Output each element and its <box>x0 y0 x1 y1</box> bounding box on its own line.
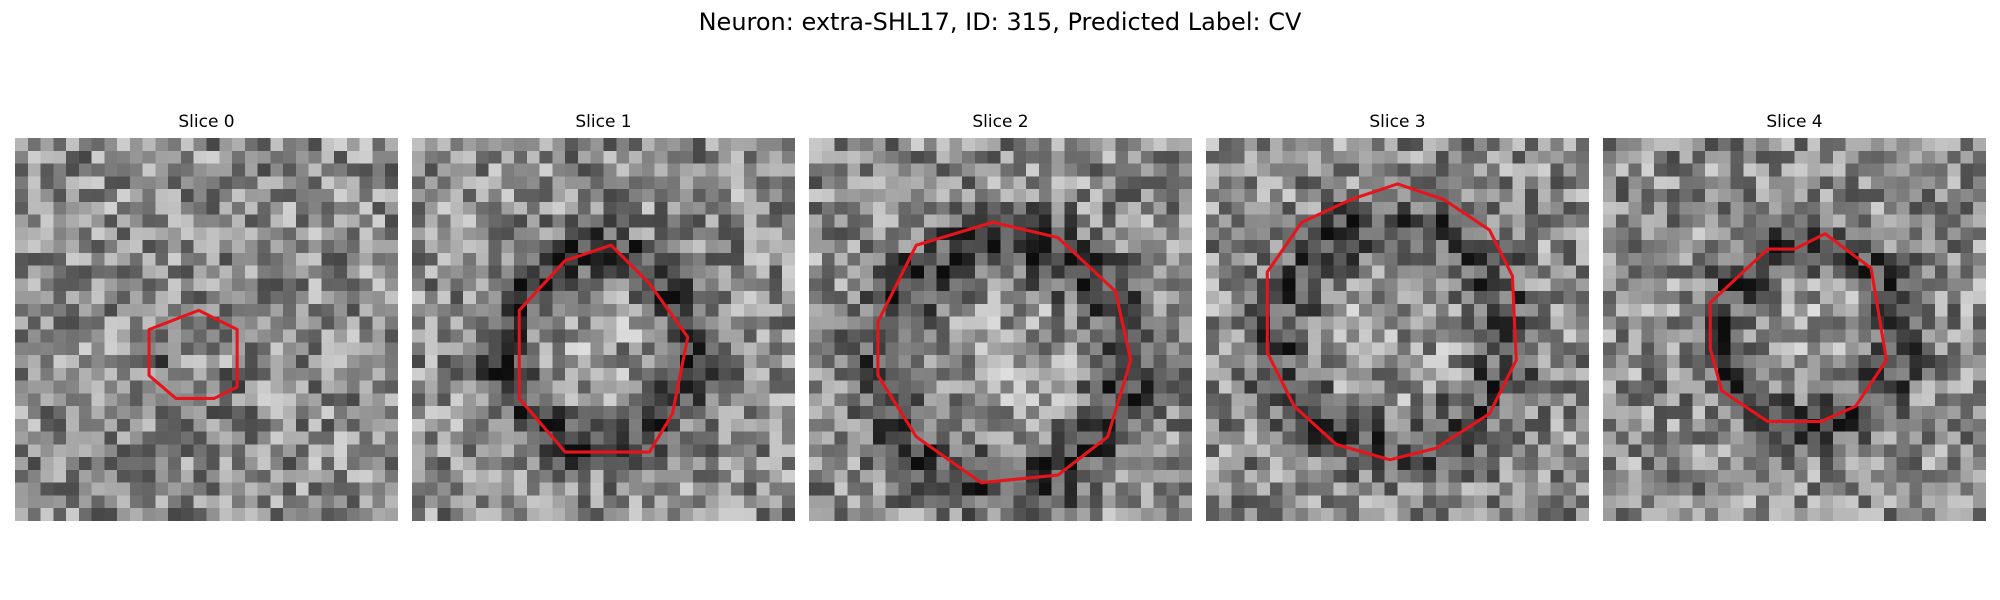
slice-panel-2: Slice 2 <box>809 110 1192 521</box>
slice-pixels-2 <box>809 138 1192 521</box>
neuron-contour-3 <box>1265 182 1518 462</box>
slice-image-3 <box>1206 138 1589 521</box>
contour-overlay-0 <box>147 308 239 400</box>
figure-title: Neuron: extra-SHL17, ID: 315, Predicted … <box>698 8 1302 36</box>
slice-panel-3: Slice 3 <box>1206 110 1589 521</box>
slice-title-0: Slice 0 <box>178 112 235 132</box>
contour-overlay-3 <box>1265 182 1518 462</box>
neuron-contour-2 <box>876 220 1133 485</box>
contour-overlay-1 <box>517 243 690 454</box>
slice-pixels-0 <box>15 138 398 521</box>
slice-title-3: Slice 3 <box>1369 112 1426 132</box>
slice-panel-0: Slice 0 <box>15 110 398 521</box>
slice-panel-4: Slice 4 <box>1603 110 1986 521</box>
neuron-contour-0 <box>147 308 239 400</box>
slice-title-1: Slice 1 <box>575 112 632 132</box>
contour-overlay-4 <box>1708 232 1888 423</box>
slice-image-2 <box>809 138 1192 521</box>
slice-pixels-1 <box>412 138 795 521</box>
slice-panel-1: Slice 1 <box>412 110 795 521</box>
slice-pixels-4 <box>1603 138 1986 521</box>
contour-overlay-2 <box>876 220 1133 485</box>
neuron-contour-4 <box>1708 232 1888 423</box>
slice-image-0 <box>15 138 398 521</box>
slice-title-4: Slice 4 <box>1766 112 1823 132</box>
slice-image-1 <box>412 138 795 521</box>
slice-title-2: Slice 2 <box>972 112 1029 132</box>
slice-image-4 <box>1603 138 1986 521</box>
neuron-contour-1 <box>517 243 690 454</box>
